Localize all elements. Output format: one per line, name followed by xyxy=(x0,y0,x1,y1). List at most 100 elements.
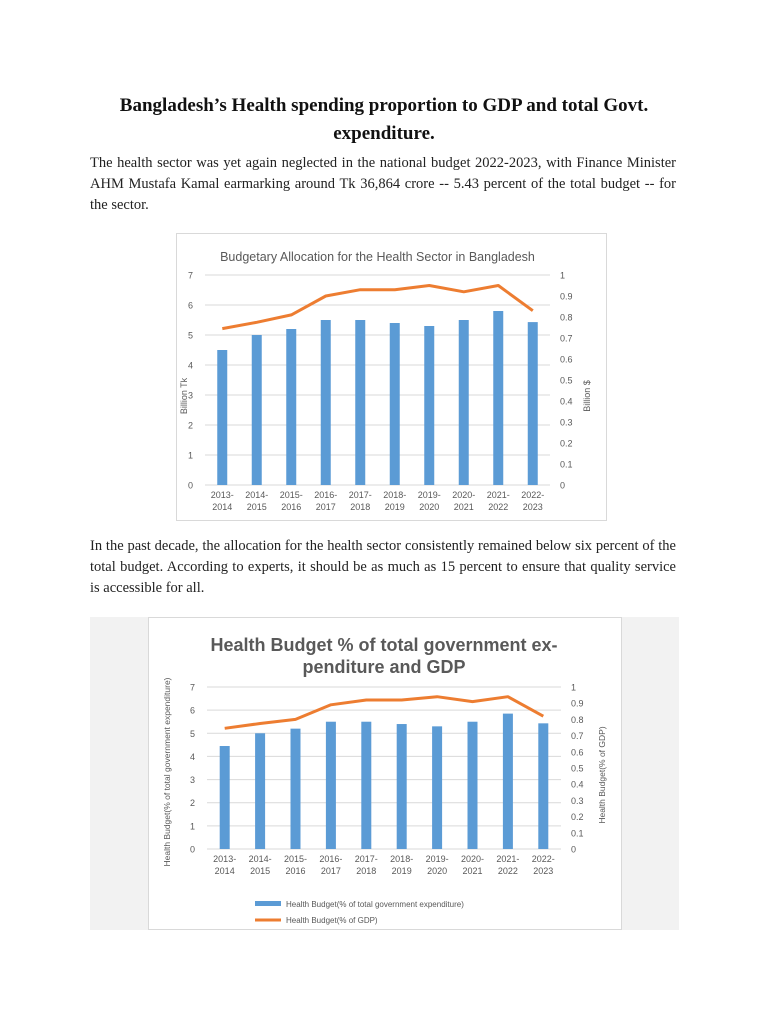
y-tick-label: 3 xyxy=(188,391,193,401)
x-tick-label: 2017 xyxy=(321,866,341,876)
intro-paragraph: The health sector was yet again neglecte… xyxy=(90,155,676,213)
bar xyxy=(424,326,435,485)
x-tick-label: 2021- xyxy=(487,490,510,500)
health-allocation-chart-svg: Budgetary Allocation for the Health Sect… xyxy=(179,250,592,512)
y-tick-label: 4 xyxy=(190,752,195,762)
series-line xyxy=(224,695,545,730)
y-tick-label: 0 xyxy=(190,845,195,855)
x-tick-label: 2015- xyxy=(284,854,307,864)
x-tick-label: 2020- xyxy=(452,490,475,500)
x-tick-label: 2020- xyxy=(461,854,484,864)
bar xyxy=(538,723,549,849)
y2-tick-label: 0.6 xyxy=(571,747,584,757)
y-tick-label: 1 xyxy=(190,821,195,831)
chart-title: Budgetary Allocation for the Health Sect… xyxy=(220,250,535,264)
x-tick-label: 2019- xyxy=(418,490,441,500)
x-tick-label: 2016- xyxy=(319,854,342,864)
legend-entry: Health Budget(% of total government expe… xyxy=(286,900,464,909)
y2-tick-label: 0.7 xyxy=(560,334,573,344)
x-tick-label: 2023 xyxy=(523,502,543,512)
x-tick-label: 2017- xyxy=(349,490,372,500)
bar xyxy=(432,726,443,849)
y-tick-label: 7 xyxy=(188,271,193,281)
x-tick-label: 2022 xyxy=(498,866,518,876)
y2-tick-label: 0.5 xyxy=(571,764,584,774)
y2-tick-label: 1 xyxy=(560,271,565,281)
chart-title: Health Budget % of total government ex- xyxy=(210,635,557,655)
y2-tick-label: 0.2 xyxy=(571,812,584,822)
x-tick-label: 2019 xyxy=(385,502,405,512)
bar xyxy=(396,724,407,849)
x-tick-label: 2017- xyxy=(355,854,378,864)
y2-axis-label: Health Budget(% of GDP) xyxy=(597,726,607,823)
y2-tick-label: 0.1 xyxy=(560,460,573,470)
bar xyxy=(527,322,538,485)
x-tick-label: 2015 xyxy=(250,866,270,876)
bar xyxy=(502,713,513,849)
x-tick-label: 2013- xyxy=(211,490,234,500)
y-tick-label: 5 xyxy=(190,729,195,739)
health-budget-share-chart-svg: Health Budget % of total government ex-p… xyxy=(162,635,607,925)
y-tick-label: 6 xyxy=(188,301,193,311)
y2-tick-label: 0 xyxy=(571,845,576,855)
x-tick-label: 2019- xyxy=(426,854,449,864)
x-tick-label: 2014- xyxy=(245,490,268,500)
y2-tick-label: 0.9 xyxy=(560,292,573,302)
bar xyxy=(290,728,301,849)
x-tick-label: 2016 xyxy=(281,502,301,512)
bar xyxy=(458,320,469,485)
y-tick-label: 1 xyxy=(188,451,193,461)
y-tick-label: 4 xyxy=(188,361,193,371)
y2-tick-label: 0.5 xyxy=(560,376,573,386)
x-tick-label: 2013- xyxy=(213,854,236,864)
x-tick-label: 2016- xyxy=(314,490,337,500)
bar xyxy=(251,335,262,485)
chart-title: penditure and GDP xyxy=(302,657,465,677)
x-tick-label: 2015 xyxy=(247,502,267,512)
y2-tick-label: 0.8 xyxy=(560,313,573,323)
bar xyxy=(217,350,228,485)
bar xyxy=(320,320,331,485)
bar xyxy=(467,721,478,849)
x-tick-label: 2018 xyxy=(350,502,370,512)
x-tick-label: 2017 xyxy=(316,502,336,512)
x-tick-label: 2022- xyxy=(532,854,555,864)
x-tick-label: 2021 xyxy=(462,866,482,876)
bar xyxy=(219,746,230,849)
y2-tick-label: 0.8 xyxy=(571,715,584,725)
x-tick-label: 2021- xyxy=(496,854,519,864)
x-tick-label: 2014 xyxy=(212,502,232,512)
x-tick-label: 2020 xyxy=(419,502,439,512)
bar xyxy=(255,733,266,849)
x-tick-label: 2022- xyxy=(521,490,544,500)
y2-tick-label: 0.7 xyxy=(571,731,584,741)
y2-tick-label: 0.3 xyxy=(571,796,584,806)
y2-tick-label: 1 xyxy=(571,683,576,693)
y-tick-label: 3 xyxy=(190,775,195,785)
bar xyxy=(493,311,504,485)
y-tick-label: 6 xyxy=(190,706,195,716)
y2-tick-label: 0 xyxy=(560,481,565,491)
y-tick-label: 0 xyxy=(188,481,193,491)
y2-tick-label: 0.9 xyxy=(571,699,584,709)
x-tick-label: 2019 xyxy=(392,866,412,876)
health-allocation-chart: Budgetary Allocation for the Health Sect… xyxy=(176,233,607,521)
legend-entry: Health Budget(% of GDP) xyxy=(286,916,378,925)
x-tick-label: 2018- xyxy=(383,490,406,500)
page-heading: Bangladesh’s Health spending proportion … xyxy=(119,95,649,144)
legend-swatch-bar xyxy=(255,901,281,906)
y2-axis-label: Billion $ xyxy=(582,380,592,412)
bar xyxy=(389,323,400,485)
y-tick-label: 2 xyxy=(190,798,195,808)
bar xyxy=(355,320,366,485)
x-tick-label: 2014 xyxy=(215,866,235,876)
decade-paragraph: In the past decade, the allocation for t… xyxy=(90,538,676,596)
y2-tick-label: 0.4 xyxy=(571,780,584,790)
y-tick-label: 7 xyxy=(190,683,195,693)
x-tick-label: 2021 xyxy=(454,502,474,512)
y2-tick-label: 0.3 xyxy=(560,418,573,428)
x-tick-label: 2020 xyxy=(427,866,447,876)
series-line xyxy=(222,284,534,331)
x-tick-label: 2014- xyxy=(249,854,272,864)
y2-tick-label: 0.4 xyxy=(560,397,573,407)
